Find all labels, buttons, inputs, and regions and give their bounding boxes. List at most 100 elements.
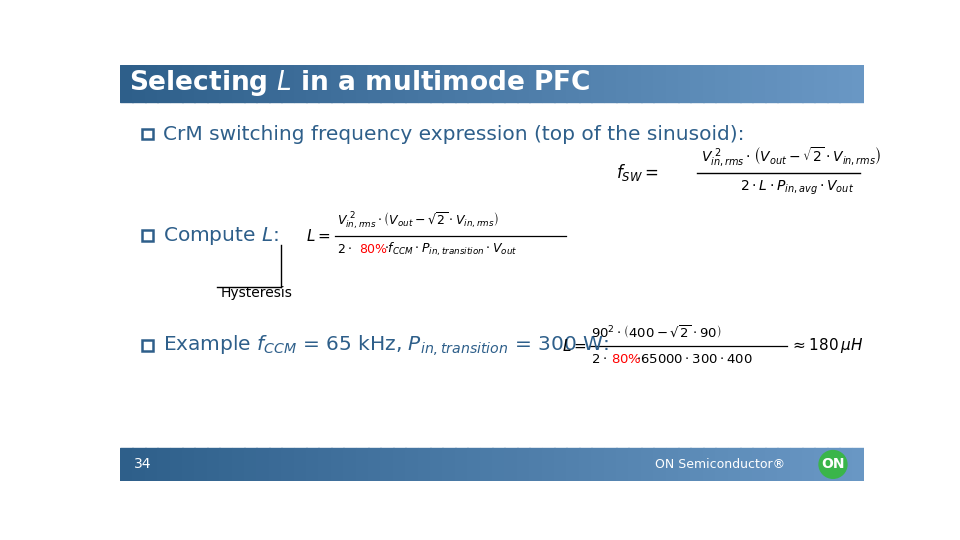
Text: $80\%$: $80\%$	[359, 243, 388, 256]
Bar	[641, 448, 654, 481]
Bar	[504, 448, 517, 481]
Bar	[231, 448, 245, 481]
Bar	[778, 448, 790, 481]
Bar	[142, 129, 153, 139]
Bar	[206, 448, 220, 481]
Bar	[827, 448, 840, 481]
Bar	[480, 448, 492, 481]
Bar	[157, 448, 170, 481]
Bar	[219, 448, 232, 481]
Bar	[728, 65, 741, 102]
Bar	[120, 65, 133, 102]
Bar	[306, 448, 319, 481]
Bar	[516, 65, 530, 102]
Bar	[653, 448, 666, 481]
Bar	[157, 65, 170, 102]
Bar	[405, 65, 419, 102]
Text: $2\cdot L\cdot P_{in,avg}\cdot V_{out}$: $2\cdot L\cdot P_{in,avg}\cdot V_{out}$	[740, 179, 854, 197]
Bar	[142, 340, 153, 351]
Text: ON Semiconductor®: ON Semiconductor®	[655, 458, 785, 471]
Bar	[468, 65, 480, 102]
Bar	[566, 65, 580, 102]
Bar	[690, 65, 704, 102]
Bar	[182, 65, 195, 102]
Bar	[789, 448, 803, 481]
Bar	[529, 65, 542, 102]
Bar	[443, 448, 456, 481]
Bar	[256, 65, 270, 102]
Bar	[665, 448, 679, 481]
Text: $2\cdot$: $2\cdot$	[337, 243, 352, 256]
Bar	[616, 448, 629, 481]
Bar	[231, 65, 245, 102]
Text: $\cdot65000\cdot 300\cdot 400$: $\cdot65000\cdot 300\cdot 400$	[636, 353, 753, 366]
Bar	[269, 448, 282, 481]
Bar	[504, 65, 517, 102]
Bar	[579, 448, 592, 481]
Bar	[492, 448, 505, 481]
Bar	[170, 448, 182, 481]
Bar	[355, 65, 369, 102]
Bar	[294, 448, 307, 481]
Text: Example $f_{CCM}$ = 65 kHz, $P_{in,transition}$ = 300 W:: Example $f_{CCM}$ = 65 kHz, $P_{in,trans…	[162, 333, 609, 359]
Bar	[541, 65, 555, 102]
Text: $V_{in,rms}^{\ 2}\cdot\left(V_{out}-\sqrt{2}\cdot V_{in,rms}\right)$: $V_{in,rms}^{\ 2}\cdot\left(V_{out}-\sqr…	[337, 211, 499, 232]
Bar	[281, 65, 295, 102]
Bar	[653, 65, 666, 102]
Bar	[690, 448, 704, 481]
Bar	[839, 65, 852, 102]
Bar	[678, 65, 691, 102]
Bar	[753, 448, 765, 481]
Text: $L =$: $L =$	[562, 338, 587, 354]
Bar	[579, 65, 592, 102]
Bar	[852, 448, 865, 481]
Bar	[331, 448, 344, 481]
Text: $80\%$: $80\%$	[611, 353, 641, 366]
Bar	[443, 65, 456, 102]
Text: Compute $\mathit{L}$:: Compute $\mathit{L}$:	[162, 225, 278, 247]
Bar	[194, 448, 207, 481]
Text: $V_{in,rms}^{\ 2} \cdot \left(V_{out}-\sqrt{2}\cdot V_{in,rms}\right)$: $V_{in,rms}^{\ 2} \cdot \left(V_{out}-\s…	[701, 145, 881, 169]
Bar	[765, 448, 778, 481]
Bar	[678, 448, 691, 481]
Bar	[145, 65, 158, 102]
Text: Selecting $\mathit{L}$ in a multimode PFC: Selecting $\mathit{L}$ in a multimode PF…	[130, 68, 590, 98]
Bar	[405, 448, 419, 481]
Bar	[344, 65, 356, 102]
Bar	[778, 65, 790, 102]
Bar	[418, 65, 431, 102]
Bar	[430, 448, 444, 481]
Bar	[206, 65, 220, 102]
Text: 34: 34	[134, 457, 152, 471]
Bar	[839, 448, 852, 481]
Bar	[492, 65, 505, 102]
Bar	[665, 65, 679, 102]
Bar	[182, 448, 195, 481]
Bar	[827, 65, 840, 102]
Bar	[616, 65, 629, 102]
Bar	[244, 65, 257, 102]
Text: CrM switching frequency expression (top of the sinusoid):: CrM switching frequency expression (top …	[162, 125, 744, 144]
Bar	[380, 65, 394, 102]
Text: $L =$: $L =$	[306, 228, 330, 244]
Bar	[529, 448, 542, 481]
Bar	[814, 448, 828, 481]
Bar	[244, 448, 257, 481]
Bar	[281, 448, 295, 481]
Bar	[120, 102, 864, 448]
Bar	[368, 448, 381, 481]
Bar	[604, 448, 616, 481]
Bar	[740, 448, 754, 481]
Bar	[591, 65, 605, 102]
Bar	[331, 65, 344, 102]
Bar	[132, 448, 146, 481]
Bar	[753, 65, 765, 102]
Text: $2\cdot$: $2\cdot$	[591, 353, 607, 366]
Bar	[814, 65, 828, 102]
Bar	[740, 65, 754, 102]
Text: $\cdot f_{CCM}\cdot P_{in,transition}\cdot V_{out}$: $\cdot f_{CCM}\cdot P_{in,transition}\cd…	[383, 241, 516, 258]
Bar	[344, 448, 356, 481]
Bar	[256, 448, 270, 481]
Bar	[319, 448, 331, 481]
Text: ON: ON	[821, 457, 845, 471]
